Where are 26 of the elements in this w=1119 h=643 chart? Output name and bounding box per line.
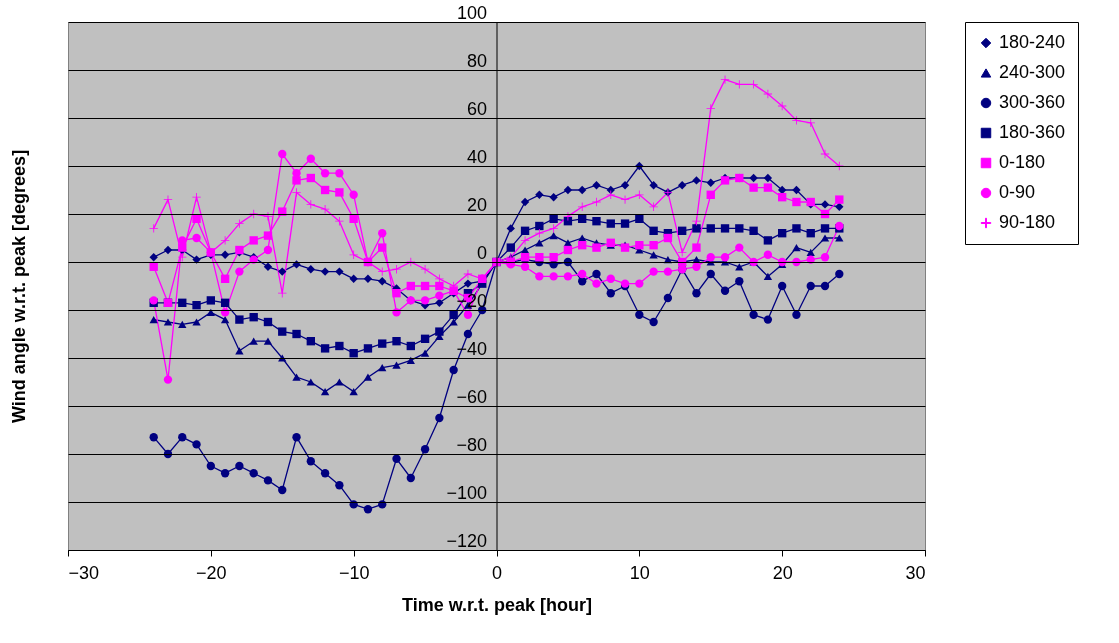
y-tick-label: −100: [446, 482, 487, 503]
legend-label: 0-180: [999, 152, 1046, 172]
legend-label: 0-90: [999, 182, 1036, 202]
y-tick-label: −120: [446, 530, 487, 551]
x-tick-label: 10: [629, 562, 650, 583]
y-tick-label: −60: [456, 386, 487, 407]
x-tick-label: 0: [491, 562, 503, 583]
legend-label: 180-360: [999, 122, 1066, 142]
y-tick-label: 20: [466, 194, 487, 215]
legend-label: 240-300: [999, 62, 1066, 82]
x-axis-title: Time w.r.t. peak [hour]: [401, 594, 593, 615]
legend-label: 90-180: [999, 212, 1056, 232]
legend-label: 300-360: [999, 92, 1066, 112]
y-tick-label: 0: [476, 242, 487, 263]
y-tick-label: 40: [466, 146, 487, 167]
x-tick-label: −20: [196, 562, 227, 583]
legend-label: 180-240: [999, 32, 1066, 52]
x-tick-label: 30: [905, 562, 926, 583]
y-tick-label: 60: [466, 98, 487, 119]
y-tick-label: 80: [466, 50, 487, 71]
y-tick-label: −80: [456, 434, 487, 455]
y-tick-label: 100: [456, 2, 487, 23]
x-tick-label: −10: [338, 562, 370, 583]
x-tick-label: −30: [68, 562, 100, 583]
y-axis-title: Wind angle w.r.t. peak [degrees]: [8, 149, 29, 424]
x-tick-label: 20: [772, 562, 793, 583]
